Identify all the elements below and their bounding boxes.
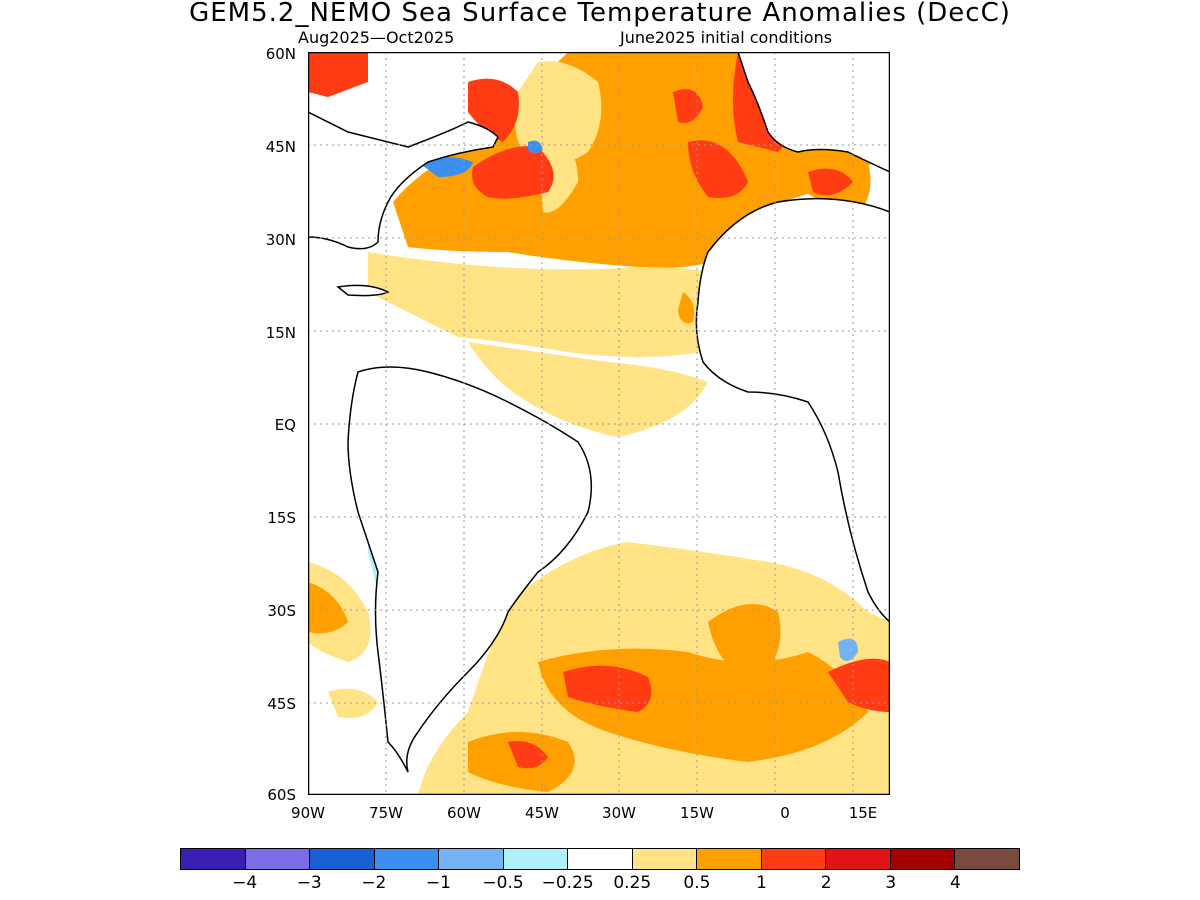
anomaly-south-atlantic — [418, 542, 890, 795]
lon-label-15e: 15E — [848, 804, 878, 822]
colorbar-segment — [568, 849, 633, 869]
lat-label-30s: 30S — [267, 602, 296, 620]
cuba — [336, 284, 390, 297]
colorbar-tick-label: 2 — [820, 873, 832, 893]
north-america — [308, 111, 499, 250]
colorbar-segment — [697, 849, 762, 869]
colorbar-tick-label: −0.5 — [482, 873, 524, 893]
lat-label-45s: 45S — [267, 695, 296, 713]
chart-title: GEM5.2_NEMO Sea Surface Temperature Anom… — [189, 0, 1011, 28]
colorbar-segment — [310, 849, 375, 869]
colorbar-segment — [632, 849, 698, 869]
colorbar-segment — [826, 849, 891, 869]
lat-label-30n: 30N — [265, 231, 296, 249]
lat-label-45n: 45N — [265, 138, 296, 156]
lon-label-60w: 60W — [447, 804, 481, 822]
map-frame — [308, 52, 890, 795]
colorbar-segment — [890, 849, 956, 869]
colorbar-segment — [181, 849, 246, 869]
lat-label-15n: 15N — [265, 324, 296, 342]
colorbar-tick-label: 3 — [885, 873, 897, 893]
colorbar-segment — [955, 849, 1019, 869]
colorbar-legend — [180, 848, 1020, 870]
colorbar-tick-label: −3 — [296, 873, 322, 893]
lon-label-15w: 15W — [680, 804, 714, 822]
colorbar-segment — [503, 849, 569, 869]
colorbar-tick-label: 4 — [949, 873, 961, 893]
colorbar-tick-label: −2 — [361, 873, 387, 893]
south-america — [347, 366, 593, 773]
colorbar-segment — [245, 849, 311, 869]
colorbar-tick-label: 0.25 — [613, 873, 652, 893]
lat-label-60s: 60S — [267, 786, 296, 804]
lon-label-0: 0 — [780, 804, 790, 822]
lat-label-60n: 60N — [265, 45, 296, 63]
colorbar-tick-label: −1 — [425, 873, 451, 893]
lat-label-eq: EQ — [274, 416, 296, 434]
europe — [737, 52, 890, 173]
colorbar-segment — [439, 849, 504, 869]
lon-label-90w: 90W — [291, 804, 325, 822]
graticule — [308, 52, 890, 795]
colorbar-segment — [761, 849, 827, 869]
lon-label-30w: 30W — [602, 804, 636, 822]
forecast-period: Aug2025—Oct2025 — [298, 28, 455, 47]
africa — [695, 197, 890, 623]
lat-label-15s: 15S — [267, 509, 296, 527]
colorbar-tick-label: −0.25 — [541, 873, 594, 893]
land-masses — [308, 52, 890, 773]
colorbar-tick-label: 0.5 — [683, 873, 711, 893]
colorbar-tick-label: −4 — [232, 873, 258, 893]
colorbar-tick-label: 1 — [756, 873, 767, 893]
colorbar-segment — [374, 849, 440, 869]
lon-label-45w: 45W — [525, 804, 559, 822]
sst-anomaly-map — [308, 52, 890, 795]
lon-label-75w: 75W — [369, 804, 403, 822]
initial-conditions: June2025 initial conditions — [620, 28, 833, 47]
